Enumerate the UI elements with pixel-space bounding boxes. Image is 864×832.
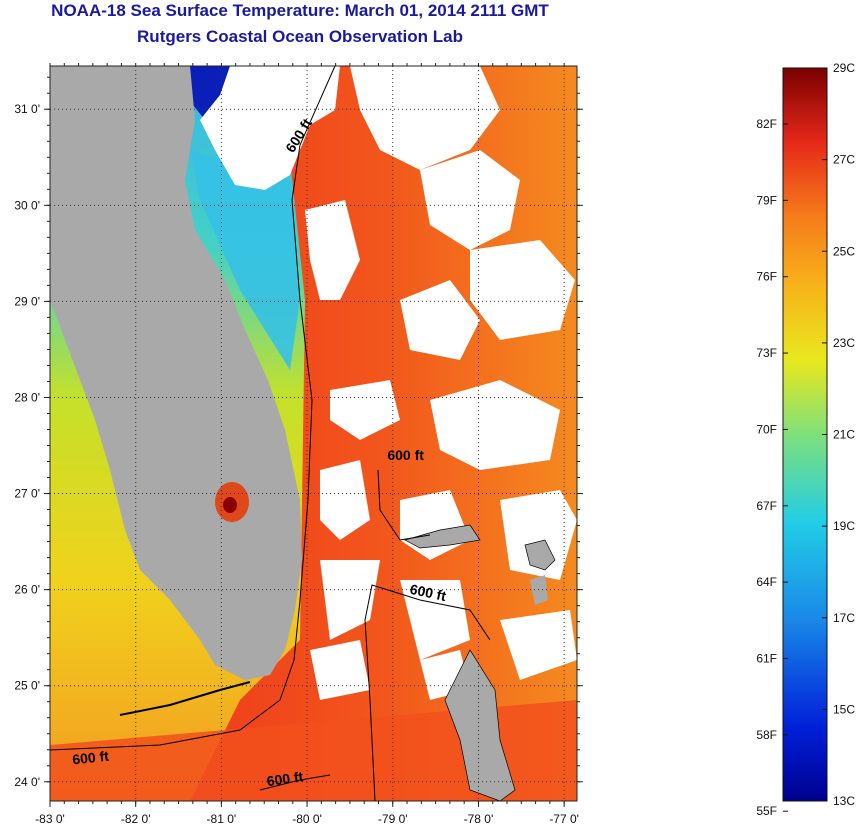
lat-tick-label: 25 0' — [14, 679, 40, 693]
lon-tick-label: -82 0' — [121, 812, 151, 826]
bathymetry-600ft — [49, 65, 491, 802]
colorbar-f-label: 67F — [756, 499, 777, 513]
lon-tick-label: -78 0' — [464, 812, 494, 826]
lat-tick-label: 26 0' — [14, 583, 40, 597]
colorbar-c-label: 17C — [833, 611, 855, 625]
andros-island — [444, 649, 516, 801]
colorbar-f-label: 61F — [756, 651, 777, 665]
lat-tick-label: 29 0' — [14, 294, 40, 308]
lat-tick-label: 28 0' — [14, 390, 40, 404]
colorbar-f-label: 64F — [756, 575, 777, 589]
colorbar-f-label: 79F — [756, 193, 777, 207]
lon-tick-label: -83 0' — [35, 812, 65, 826]
colorbar-c-label: 15C — [833, 702, 855, 716]
colorbar-c-label: 25C — [833, 244, 855, 258]
lat-tick-label: 30 0' — [14, 198, 40, 212]
colorbar-c-label: 13C — [833, 794, 855, 808]
lon-tick-label: -77 0' — [549, 812, 579, 826]
colorbar-f-label: 55F — [756, 804, 777, 818]
lon-tick-label: -81 0' — [207, 812, 237, 826]
lon-tick-label: -79 0' — [378, 812, 408, 826]
contour-label-600ft: 600 ft — [266, 768, 305, 789]
colorbar-f-label: 70F — [756, 422, 777, 436]
colorbar-f-label: 73F — [756, 346, 777, 360]
contour-label-600ft: 600 ft — [387, 447, 424, 463]
colorbar-f-label: 58F — [756, 728, 777, 742]
abaco — [524, 539, 556, 571]
colorbar-f-label: 76F — [756, 270, 777, 284]
lat-tick-label: 31 0' — [14, 102, 40, 116]
straits-water — [50, 700, 577, 801]
lat-tick-label: 27 0' — [14, 487, 40, 501]
colorbar-c-label: 19C — [833, 519, 855, 533]
map-frame — [49, 65, 578, 802]
colorbar-c-label: 29C — [833, 61, 855, 75]
map-title: NOAA-18 Sea Surface Temperature: March 0… — [51, 1, 549, 20]
colorbar-labels: 29C 27C 25C 23C 21C 19C 17C 15C 13C 82F 79F 76F 73F 7… — [756, 61, 855, 818]
lon-tick-label: -80 0' — [292, 812, 322, 826]
contour-label-600ft: 600 ft — [72, 748, 110, 768]
coastal-cool-water — [190, 150, 300, 370]
axis-ticks: -83 0' -82 0' -81 0' -80 0' -79 0' -78 0' -77 … — [14, 63, 583, 826]
colorbar-c-label: 23C — [833, 336, 855, 350]
grand-bahama — [404, 524, 481, 549]
colorbar-f-label: 82F — [756, 117, 777, 131]
map-area — [50, 66, 577, 801]
colorbar-c-label: 21C — [833, 428, 855, 442]
colorbar-c-label: 27C — [833, 153, 855, 167]
florida-land — [50, 66, 302, 680]
lat-tick-label: 24 0' — [14, 775, 40, 789]
colorbar — [782, 67, 828, 802]
contour-label-600ft: 600 ft — [409, 581, 448, 604]
map-subtitle: Rutgers Coastal Ocean Observation Lab — [137, 27, 463, 46]
